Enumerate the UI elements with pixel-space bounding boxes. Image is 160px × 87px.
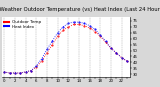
Text: Milwaukee Weather Outdoor Temperature (vs) Heat Index (Last 24 Hours): Milwaukee Weather Outdoor Temperature (v… [0, 7, 160, 12]
Legend: Outdoor Temp, Heat Index: Outdoor Temp, Heat Index [4, 19, 42, 29]
